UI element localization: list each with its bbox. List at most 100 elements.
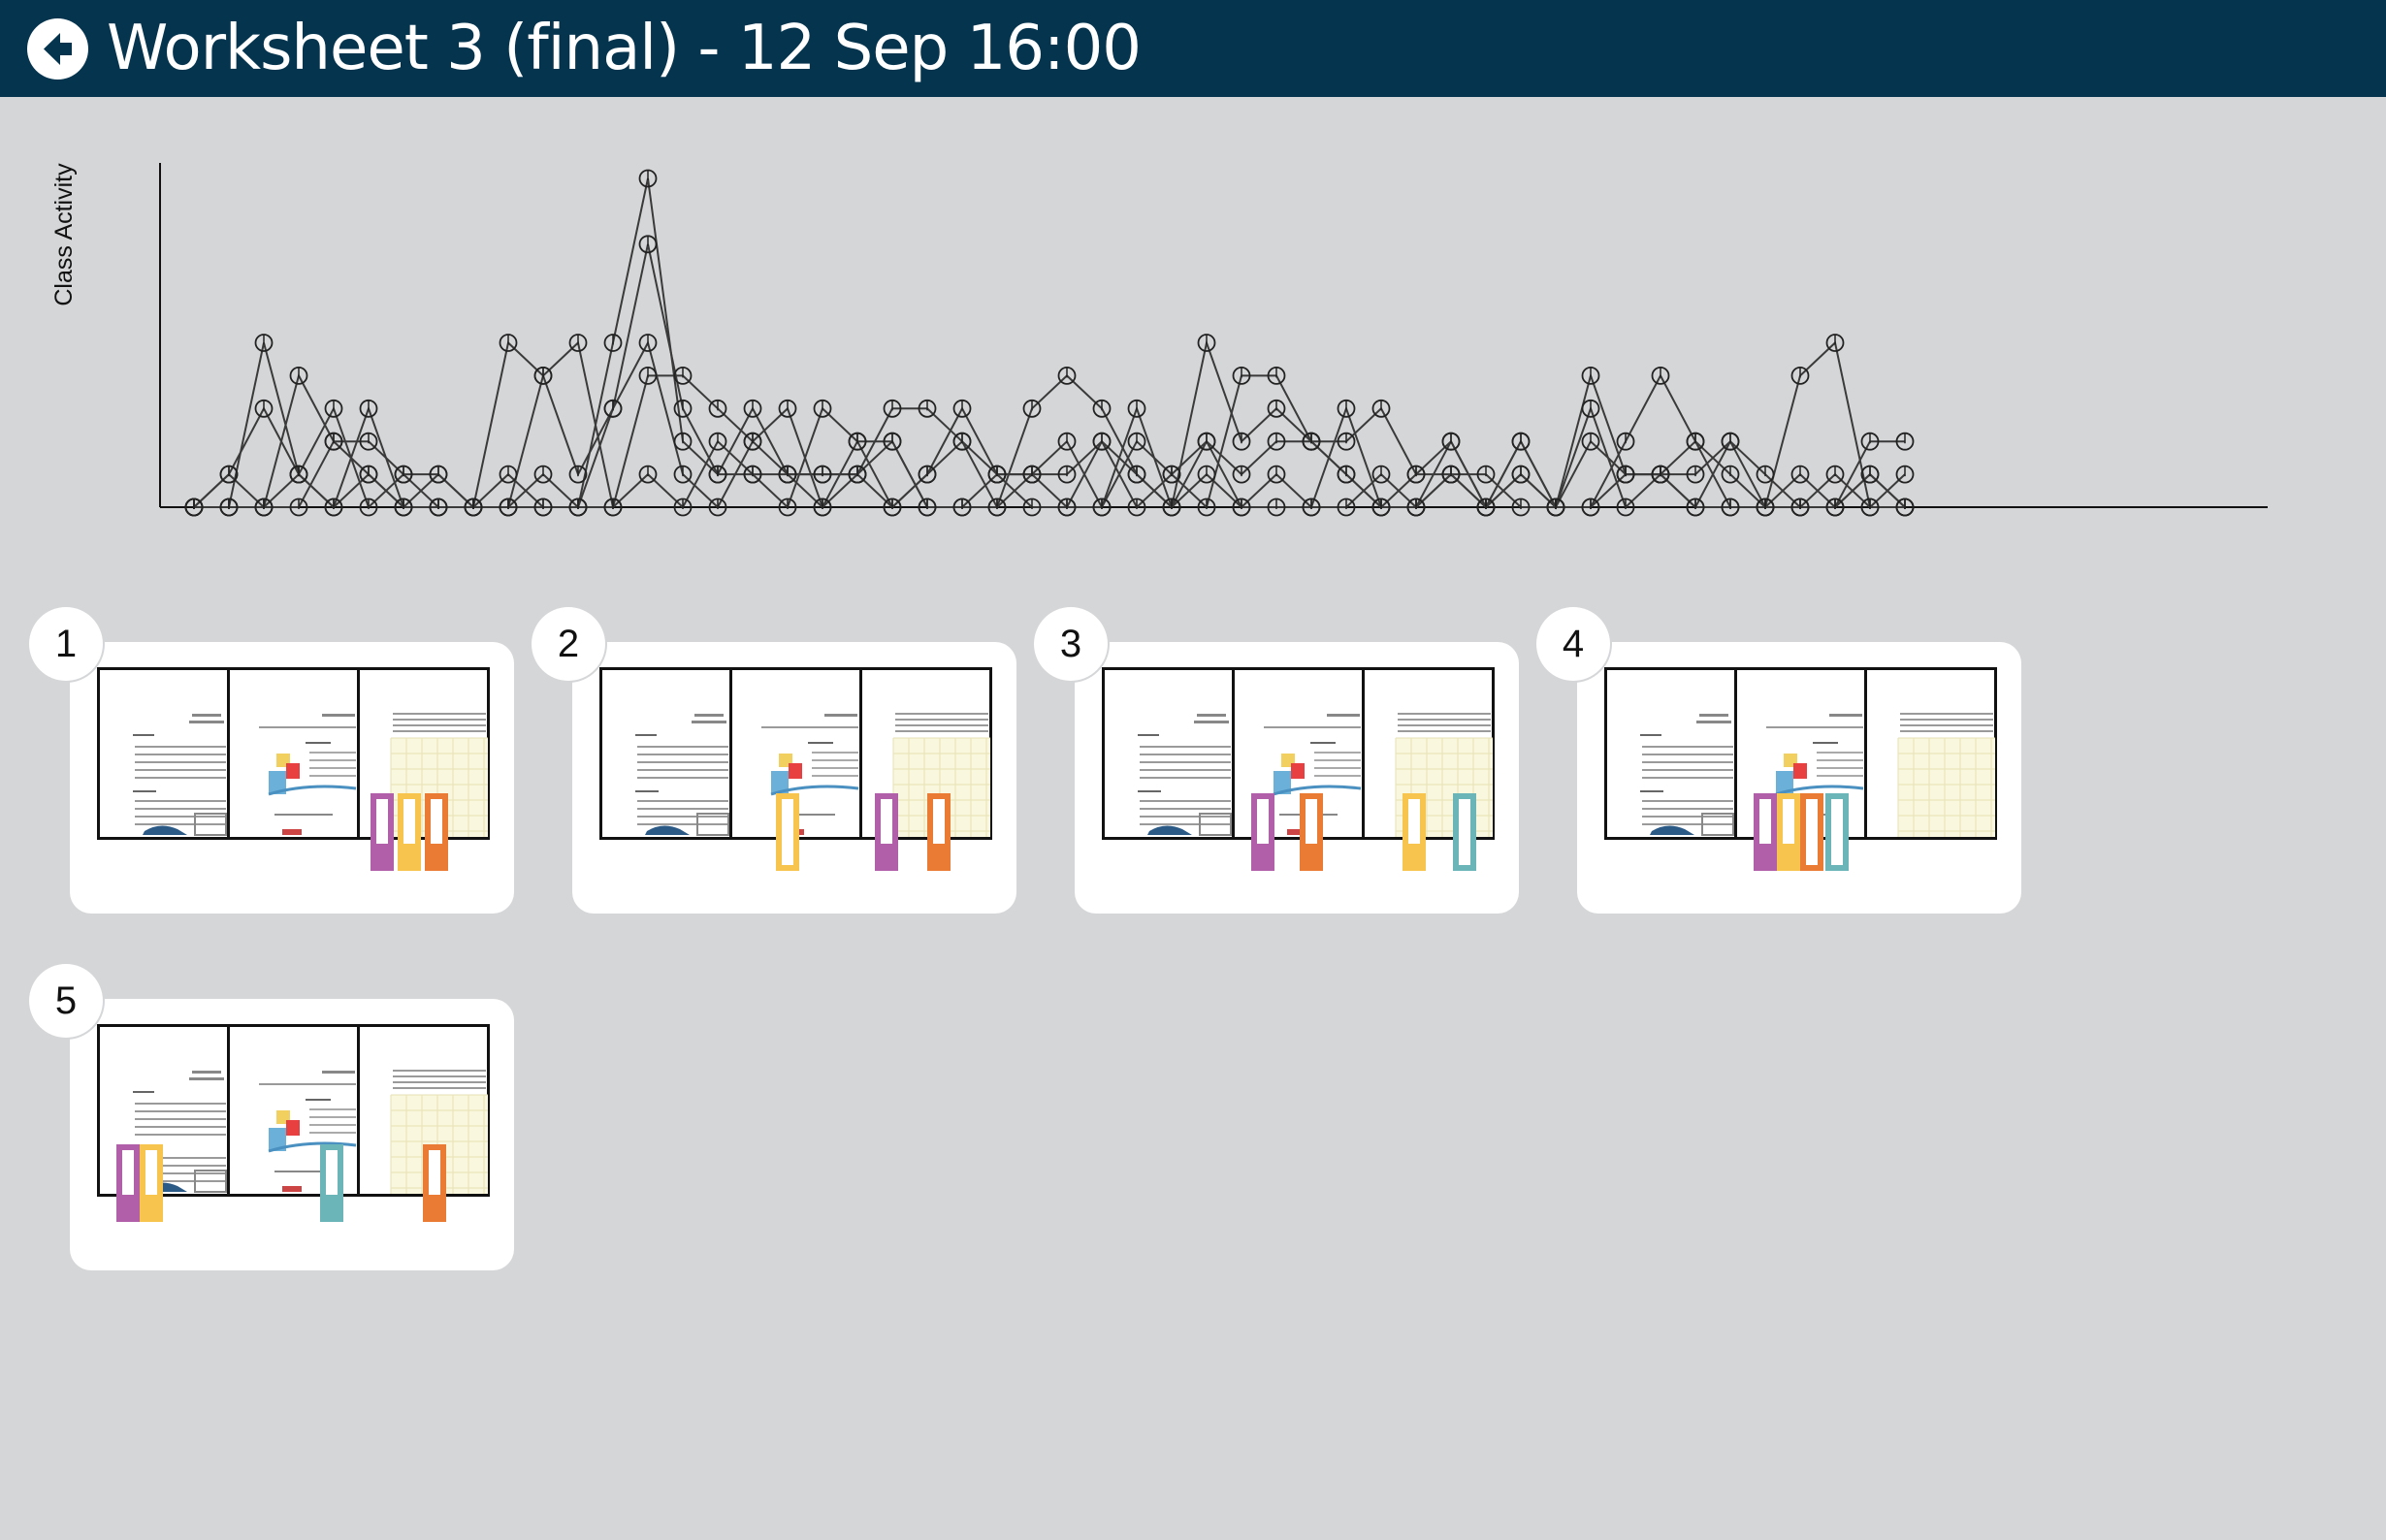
worksheet-card-4[interactable] (1577, 642, 2021, 914)
data-point (1267, 465, 1286, 484)
data-point (1337, 465, 1356, 484)
data-point (918, 497, 937, 517)
data-point (1686, 465, 1705, 484)
data-point (1895, 465, 1915, 484)
data-point (1511, 465, 1531, 484)
data-point (673, 366, 693, 385)
data-point (1267, 432, 1286, 451)
data-point (848, 432, 867, 451)
worksheet-number-badge[interactable]: 3 (1034, 607, 1108, 681)
student-marker[interactable] (371, 793, 394, 871)
data-point (987, 497, 1007, 517)
data-point (184, 497, 204, 517)
data-point (1651, 465, 1670, 484)
data-point (1616, 432, 1635, 451)
student-marker[interactable] (116, 1144, 140, 1222)
data-point (918, 465, 937, 484)
data-point (394, 465, 413, 484)
student-marker[interactable] (1403, 793, 1426, 871)
data-point (1267, 497, 1286, 517)
data-point (1302, 497, 1321, 517)
data-point (1895, 432, 1915, 451)
data-point (743, 399, 762, 418)
data-point (1860, 497, 1880, 517)
data-point (359, 497, 378, 517)
data-point (673, 465, 693, 484)
worksheet-number-badge[interactable]: 2 (532, 607, 605, 681)
student-marker[interactable] (423, 1144, 446, 1222)
data-point (1511, 497, 1531, 517)
data-point (533, 497, 553, 517)
series-line-2 (193, 339, 1906, 510)
series-line-5 (194, 243, 1906, 509)
data-point (289, 497, 308, 517)
data-point (1825, 465, 1845, 484)
data-point (1756, 465, 1775, 484)
data-point (1476, 465, 1496, 484)
data-point (952, 497, 972, 517)
data-point (1616, 465, 1635, 484)
worksheet-number-badge[interactable]: 5 (29, 964, 103, 1038)
student-marker[interactable] (1754, 793, 1777, 871)
data-point (1127, 465, 1146, 484)
data-point (533, 465, 553, 484)
data-point (987, 465, 1007, 484)
data-point (813, 399, 832, 418)
student-marker[interactable] (1800, 793, 1823, 871)
back-button[interactable] (27, 18, 88, 80)
student-marker[interactable] (320, 1144, 343, 1222)
data-point (603, 334, 623, 352)
student-marker[interactable] (1300, 793, 1323, 871)
thumbnail-page-1 (1105, 670, 1235, 837)
data-point (1092, 399, 1112, 418)
worksheet-card-1[interactable] (70, 642, 514, 914)
data-point (673, 497, 693, 517)
data-point (1162, 465, 1181, 484)
data-point (743, 465, 762, 484)
data-point (359, 432, 378, 451)
worksheet-card-5[interactable] (70, 999, 514, 1270)
data-point (708, 432, 727, 451)
data-point (603, 497, 623, 517)
data-point (778, 399, 797, 418)
data-point (1441, 432, 1461, 451)
student-marker[interactable] (1825, 793, 1849, 871)
data-point (394, 497, 413, 517)
data-point (219, 497, 239, 517)
data-point (359, 465, 378, 484)
worksheet-number-badge[interactable]: 4 (1536, 607, 1610, 681)
student-marker[interactable] (140, 1144, 163, 1222)
data-point (499, 334, 518, 352)
data-point (324, 399, 343, 418)
data-point (1546, 497, 1565, 517)
data-point (1232, 432, 1251, 451)
data-point (1825, 334, 1845, 352)
student-marker[interactable] (425, 793, 448, 871)
data-point (1895, 497, 1915, 517)
data-point (1476, 497, 1496, 517)
student-marker[interactable] (776, 793, 799, 871)
worksheet-card-2[interactable] (572, 642, 1016, 914)
app-header: Worksheet 3 (final) - 12 Sep 16:00 (0, 0, 2386, 97)
worksheet-number-badge[interactable]: 1 (29, 607, 103, 681)
student-marker[interactable] (398, 793, 421, 871)
worksheet-card-3[interactable] (1075, 642, 1519, 914)
thumbnail-page-3 (1365, 670, 1495, 837)
student-marker[interactable] (927, 793, 951, 871)
data-point (568, 497, 588, 517)
student-marker[interactable] (1453, 793, 1476, 871)
data-point (1127, 432, 1146, 451)
data-point (533, 366, 553, 385)
student-marker[interactable] (1251, 793, 1274, 871)
data-point (1371, 497, 1391, 517)
data-point (813, 465, 832, 484)
data-point (1790, 465, 1810, 484)
data-point (848, 465, 867, 484)
data-point (1756, 497, 1775, 517)
page-title: Worksheet 3 (final) - 12 Sep 16:00 (107, 13, 1142, 84)
data-point (778, 465, 797, 484)
student-marker[interactable] (875, 793, 898, 871)
data-point (1441, 465, 1461, 484)
student-marker[interactable] (1777, 793, 1800, 871)
data-point (1232, 465, 1251, 484)
